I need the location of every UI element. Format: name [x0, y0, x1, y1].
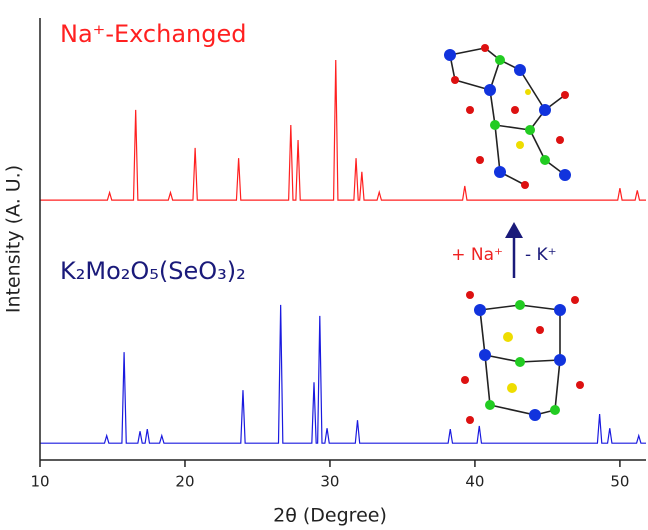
crystal-structure-top: [444, 44, 571, 189]
x-tick-label: 30: [320, 473, 339, 491]
annotation: - K⁺: [525, 245, 557, 265]
arrow-head: [505, 222, 523, 238]
series-line: [40, 304, 646, 444]
x-axis-label: 2θ (Degree): [273, 505, 387, 527]
series-line: [40, 59, 646, 201]
annotation: + Na⁺: [451, 245, 503, 265]
series-label: K₂Mo₂O₅(SeO₃)₂: [60, 257, 246, 285]
x-tick-label: 50: [610, 473, 629, 491]
crystal-structure-bottom: [461, 291, 584, 424]
x-tick-label: 40: [465, 473, 484, 491]
series-label: Na⁺-Exchanged: [60, 20, 247, 48]
x-tick-label: 20: [175, 473, 194, 491]
y-axis-label: Intensity (A. U.): [3, 165, 25, 313]
x-tick-label: 10: [30, 473, 49, 491]
